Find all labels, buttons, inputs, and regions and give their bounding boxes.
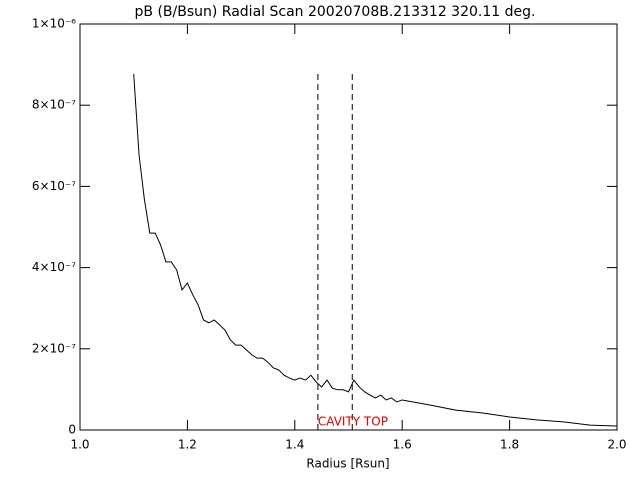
y-tick-label: 4×10⁻⁷: [32, 260, 76, 274]
x-tick-label: 1.6: [393, 438, 412, 452]
x-tick-label: 1.2: [178, 438, 197, 452]
x-tick-label: 1.8: [500, 438, 519, 452]
y-tick-label: 2×10⁻⁷: [32, 341, 76, 355]
x-tick-label: 1.4: [285, 438, 304, 452]
y-tick-label: 6×10⁻⁷: [32, 179, 76, 193]
x-tick-label: 1.0: [70, 438, 89, 452]
x-tick-label: 2.0: [607, 438, 626, 452]
data-line: [133, 73, 618, 427]
y-tick-label: 0: [68, 423, 76, 437]
cavity-annotation: CAVITY TOP: [318, 415, 388, 429]
y-tick-label: 8×10⁻⁷: [32, 98, 76, 112]
plot-frame: [79, 23, 618, 431]
x-axis-label: Radius [Rsun]: [306, 457, 389, 471]
chart-title: pB (B/Bsun) Radial Scan 20020708B.213312…: [135, 4, 536, 20]
y-tick-label: 1×10⁻⁶: [32, 17, 76, 31]
